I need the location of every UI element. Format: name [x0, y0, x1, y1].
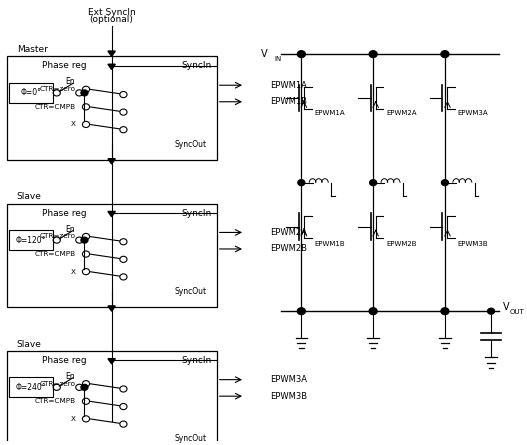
Text: CTR=CMPB: CTR=CMPB: [35, 251, 76, 257]
Text: CTR=CMPB: CTR=CMPB: [35, 398, 76, 404]
Text: EPWM1A: EPWM1A: [270, 81, 307, 90]
Text: Φ=0°: Φ=0°: [21, 89, 42, 97]
Text: EPWM2B: EPWM2B: [386, 241, 416, 247]
Text: SyncOut: SyncOut: [174, 434, 207, 443]
Text: EPWM1B: EPWM1B: [270, 97, 308, 106]
Text: V: V: [503, 302, 510, 312]
Polygon shape: [108, 64, 115, 69]
Text: IN: IN: [275, 57, 282, 62]
Text: EPWM3A: EPWM3A: [270, 375, 308, 384]
Text: Slave: Slave: [17, 340, 42, 348]
Text: EPWM3B: EPWM3B: [458, 241, 489, 247]
Circle shape: [369, 307, 377, 315]
Text: CTR=zero: CTR=zero: [40, 86, 76, 92]
Circle shape: [81, 237, 88, 243]
Text: EPWM1B: EPWM1B: [314, 241, 345, 247]
Text: Ext SyncIn: Ext SyncIn: [88, 8, 135, 17]
Circle shape: [441, 307, 449, 315]
Text: X: X: [71, 121, 76, 127]
Text: V: V: [261, 49, 268, 59]
Circle shape: [487, 308, 495, 314]
Circle shape: [369, 51, 377, 58]
Text: EPWM2A: EPWM2A: [386, 110, 416, 117]
Text: (optional): (optional): [90, 15, 133, 24]
Text: En: En: [65, 77, 75, 86]
Text: CTR=zero: CTR=zero: [40, 234, 76, 239]
Polygon shape: [108, 159, 115, 164]
Text: SyncOut: SyncOut: [174, 287, 207, 296]
Circle shape: [297, 307, 306, 315]
Text: OUT: OUT: [510, 309, 525, 315]
Text: Phase reg: Phase reg: [42, 61, 87, 70]
Text: En: En: [65, 225, 75, 234]
Circle shape: [81, 90, 88, 96]
Text: EPWM3A: EPWM3A: [458, 110, 489, 117]
Circle shape: [297, 51, 306, 58]
Circle shape: [298, 180, 305, 186]
FancyBboxPatch shape: [6, 351, 217, 445]
Text: En: En: [65, 372, 75, 381]
Text: EPWM2A: EPWM2A: [270, 228, 307, 237]
FancyBboxPatch shape: [6, 203, 217, 307]
Polygon shape: [108, 306, 115, 311]
FancyBboxPatch shape: [6, 57, 217, 160]
Text: Φ=120°: Φ=120°: [16, 235, 46, 245]
Polygon shape: [108, 359, 115, 364]
Polygon shape: [108, 211, 115, 217]
Text: X: X: [71, 416, 76, 422]
FancyBboxPatch shape: [9, 230, 53, 250]
Text: Phase reg: Phase reg: [42, 209, 87, 218]
Text: SyncIn: SyncIn: [181, 61, 212, 70]
Text: SyncIn: SyncIn: [181, 356, 212, 365]
Text: SyncOut: SyncOut: [174, 140, 207, 149]
Circle shape: [369, 180, 377, 186]
Circle shape: [441, 51, 449, 58]
Text: Φ=240°: Φ=240°: [16, 383, 46, 392]
Text: EPWM1A: EPWM1A: [314, 110, 345, 117]
Text: Slave: Slave: [17, 192, 42, 202]
Circle shape: [81, 384, 88, 390]
Polygon shape: [108, 51, 115, 57]
Text: CTR=zero: CTR=zero: [40, 381, 76, 387]
Text: EPWM3B: EPWM3B: [270, 392, 308, 401]
Text: CTR=CMPB: CTR=CMPB: [35, 104, 76, 110]
FancyBboxPatch shape: [9, 377, 53, 397]
Circle shape: [441, 180, 448, 186]
Text: Master: Master: [17, 45, 47, 54]
Text: SyncIn: SyncIn: [181, 209, 212, 218]
Text: Phase reg: Phase reg: [42, 356, 87, 365]
FancyBboxPatch shape: [9, 83, 53, 103]
Text: X: X: [71, 269, 76, 275]
Text: EPWM2B: EPWM2B: [270, 244, 308, 254]
